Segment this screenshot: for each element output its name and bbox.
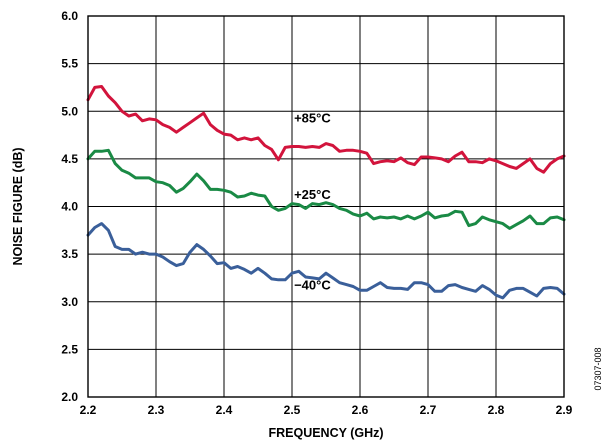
x-tick-label: 2.3 <box>148 403 165 417</box>
y-tick-label: 3.0 <box>61 295 78 309</box>
figure-id: 07307-008 <box>593 347 603 390</box>
y-tick-label: 4.0 <box>61 200 78 214</box>
series-label: +85°C <box>294 111 331 126</box>
y-tick-label: 5.0 <box>61 104 78 118</box>
x-tick-label: 2.8 <box>488 403 505 417</box>
series-label: +25°C <box>294 187 331 202</box>
grid <box>88 16 564 397</box>
y-tick-label: 2.0 <box>61 390 78 404</box>
x-tick-label: 2.6 <box>352 403 369 417</box>
y-axis-title: NOISE FIGURE (dB) <box>11 147 25 265</box>
series-label: −40°C <box>294 277 331 292</box>
x-tick-label: 2.5 <box>284 403 301 417</box>
x-tick-label: 2.2 <box>80 403 97 417</box>
y-tick-label: 3.5 <box>61 247 78 261</box>
y-tick-labels: 2.0 2.5 3.0 3.5 4.0 4.5 5.0 5.5 6.0 <box>61 9 78 404</box>
y-tick-label: 5.5 <box>61 57 78 71</box>
x-tick-label: 2.7 <box>420 403 437 417</box>
y-tick-label: 2.5 <box>61 342 78 356</box>
x-axis-title: FREQUENCY (GHz) <box>268 426 383 440</box>
x-tick-label: 2.4 <box>216 403 233 417</box>
series-labels: +85°C +25°C −40°C <box>294 111 331 293</box>
y-tick-label: 4.5 <box>61 152 78 166</box>
x-tick-labels: 2.2 2.3 2.4 2.5 2.6 2.7 2.8 2.9 <box>80 403 573 417</box>
y-tick-label: 6.0 <box>61 9 78 23</box>
x-tick-label: 2.9 <box>556 403 573 417</box>
